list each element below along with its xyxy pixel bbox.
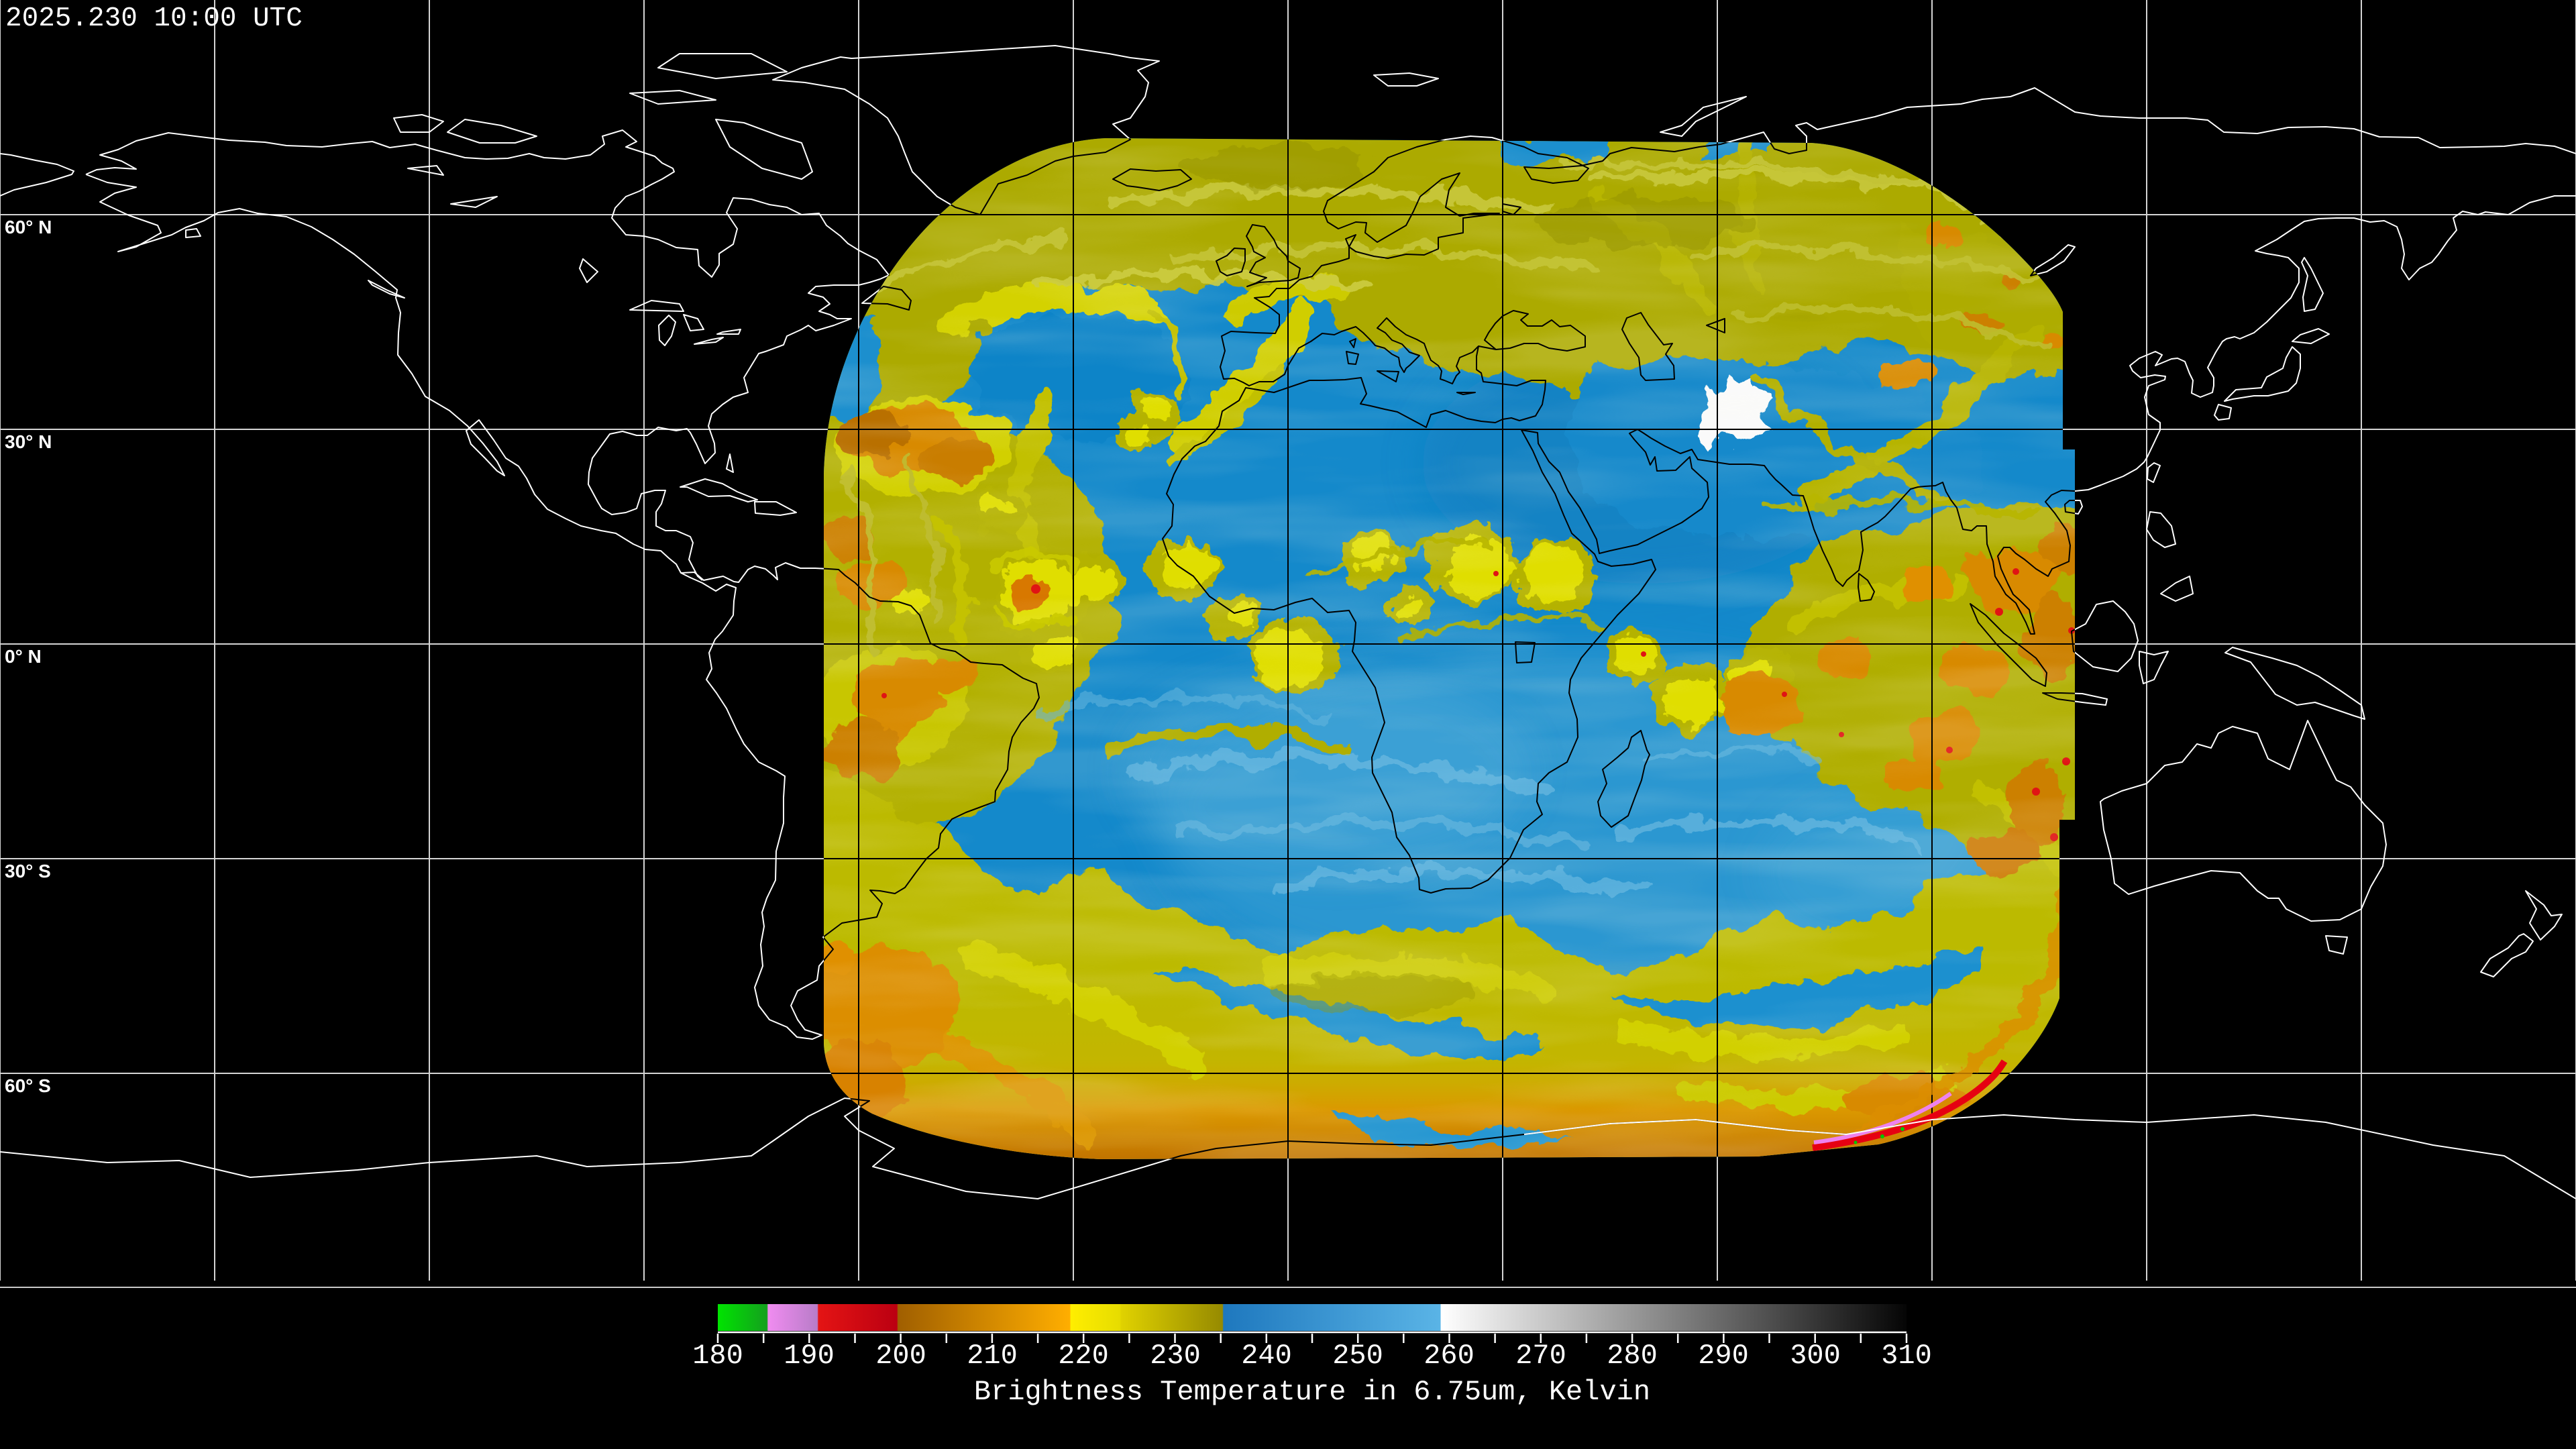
- svg-text:230: 230: [1150, 1340, 1201, 1372]
- svg-text:250: 250: [1332, 1340, 1383, 1372]
- svg-text:60° N: 60° N: [5, 217, 52, 237]
- svg-text:310: 310: [1881, 1340, 1932, 1372]
- svg-text:30° N: 30° N: [5, 431, 52, 452]
- svg-text:290: 290: [1698, 1340, 1749, 1372]
- svg-text:0° N: 0° N: [5, 646, 42, 667]
- svg-text:60° S: 60° S: [5, 1075, 51, 1096]
- svg-text:300: 300: [1790, 1340, 1841, 1372]
- svg-text:280: 280: [1607, 1340, 1658, 1372]
- svg-text:260: 260: [1424, 1340, 1474, 1372]
- svg-text:30° S: 30° S: [5, 861, 51, 881]
- svg-text:2025.230 10:00 UTC: 2025.230 10:00 UTC: [5, 3, 303, 34]
- svg-text:240: 240: [1241, 1340, 1292, 1372]
- svg-text:180: 180: [692, 1340, 743, 1372]
- svg-text:220: 220: [1058, 1340, 1109, 1372]
- svg-text:190: 190: [784, 1340, 835, 1372]
- svg-text:270: 270: [1515, 1340, 1566, 1372]
- svg-text:200: 200: [875, 1340, 926, 1372]
- svg-text:210: 210: [967, 1340, 1018, 1372]
- svg-text:Brightness Temperature in 6.75: Brightness Temperature in 6.75um, Kelvin: [974, 1376, 1650, 1408]
